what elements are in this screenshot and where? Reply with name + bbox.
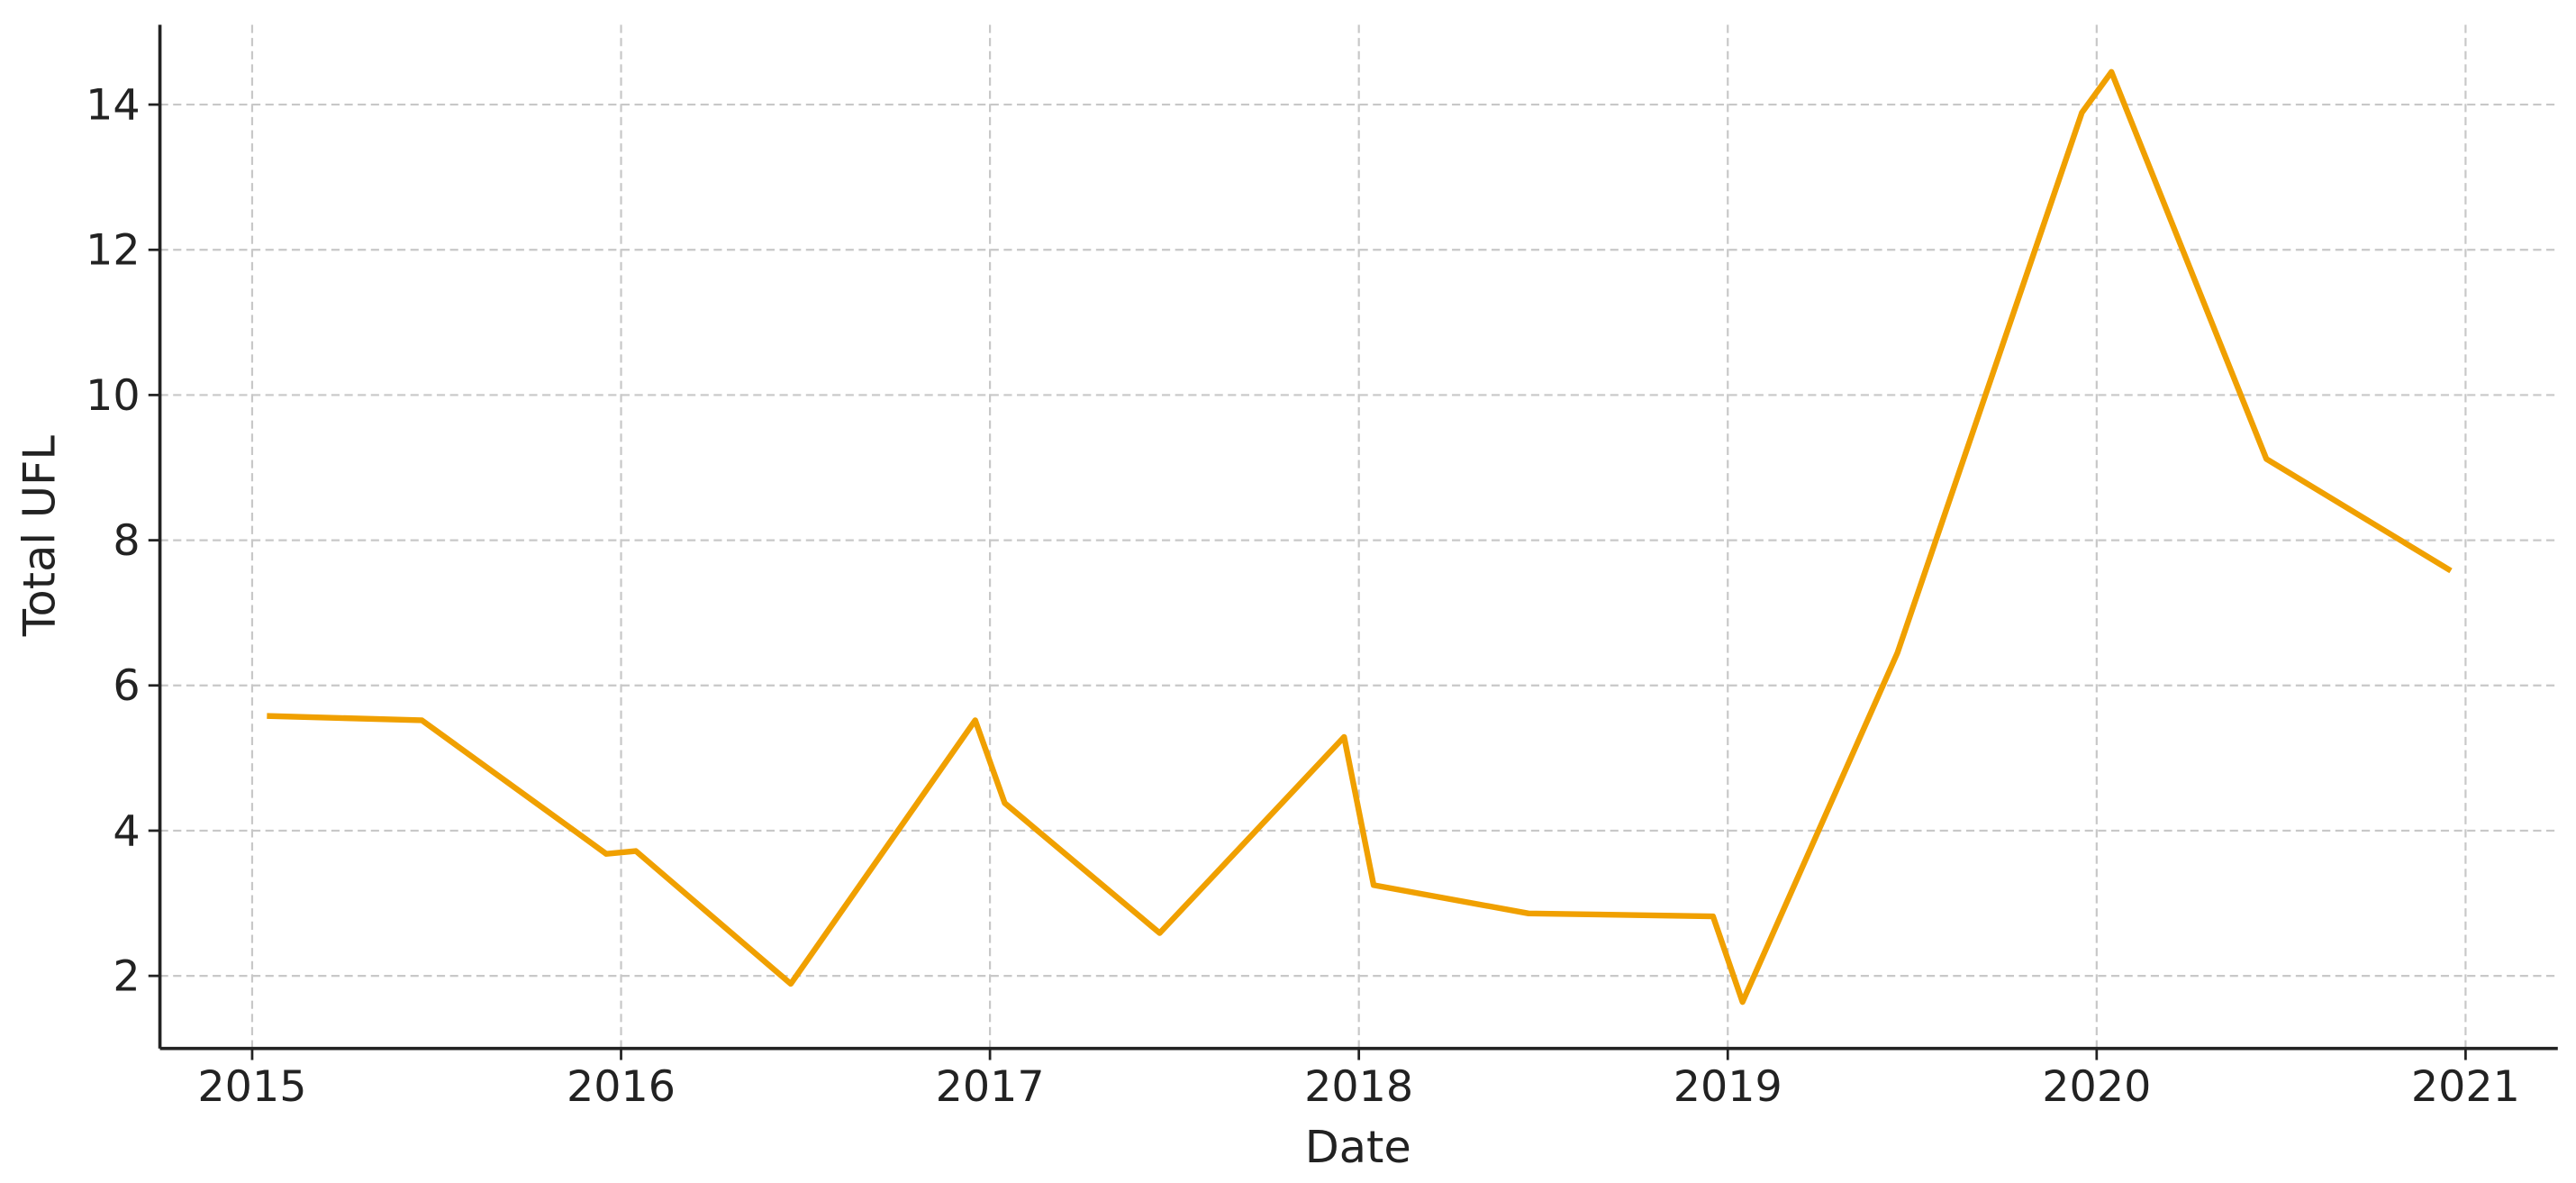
x-tick-label: 2020: [2042, 1062, 2151, 1112]
y-tick-label: 8: [113, 516, 140, 566]
y-tick-label: 6: [113, 661, 140, 711]
x-tick-label: 2016: [567, 1062, 676, 1112]
y-tick-label: 14: [86, 81, 141, 131]
x-tick-label: 2021: [2411, 1062, 2520, 1112]
y-tick-label: 10: [86, 371, 141, 421]
x-tick-label: 2017: [936, 1062, 1045, 1112]
y-axis-label: Total UFL: [13, 435, 65, 638]
y-tick-label: 12: [86, 226, 141, 276]
x-tick-label: 2015: [197, 1062, 306, 1112]
y-tick-label: 4: [113, 806, 140, 856]
x-tick-label: 2019: [1673, 1062, 1782, 1112]
y-tick-label: 2: [113, 952, 140, 1002]
line-series: [267, 68, 2453, 1006]
x-axis-label: Date: [1305, 1121, 1411, 1173]
x-tick-label: 2018: [1304, 1062, 1413, 1112]
